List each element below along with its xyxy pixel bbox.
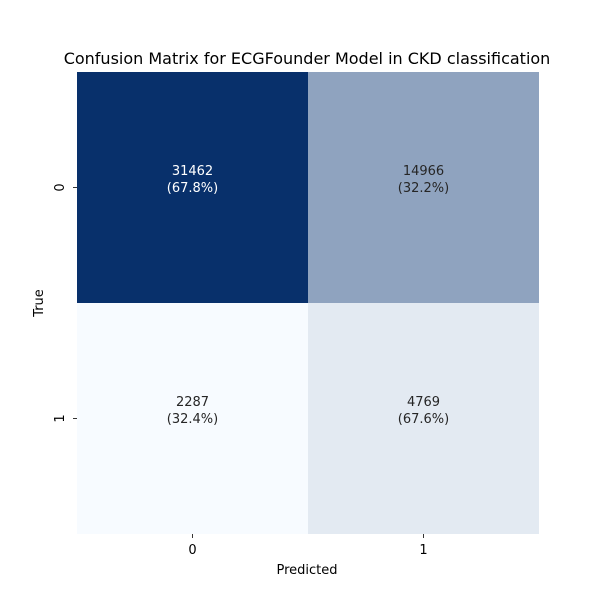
x-axis-label: Predicted xyxy=(276,563,337,578)
y-tick-label: 0 xyxy=(53,183,68,191)
x-tick-label: 0 xyxy=(188,543,196,558)
y-axis-label: True xyxy=(32,289,47,318)
cell-value-label: 2287 (32.4%) xyxy=(167,395,218,427)
y-axis-ticks: 01 xyxy=(53,183,77,423)
cell-value-label: 14966 (32.2%) xyxy=(398,164,449,196)
chart-title: Confusion Matrix for ECGFounder Model in… xyxy=(64,49,551,68)
heatmap-cell xyxy=(77,303,308,534)
heatmap-cell xyxy=(308,72,539,303)
heatmap-cell xyxy=(308,303,539,534)
cell-value-label: 4769 (67.6%) xyxy=(398,395,449,427)
heatmap-cells: 31462 (67.8%) 14966 (32.2%) 2287 (32.4%) 4769(… xyxy=(77,72,539,534)
cell-value-label: 31462 (67.8%) xyxy=(167,164,218,196)
heatmap-cell xyxy=(77,72,308,303)
y-tick-label: 1 xyxy=(53,414,68,422)
x-tick-label: 1 xyxy=(419,543,427,558)
